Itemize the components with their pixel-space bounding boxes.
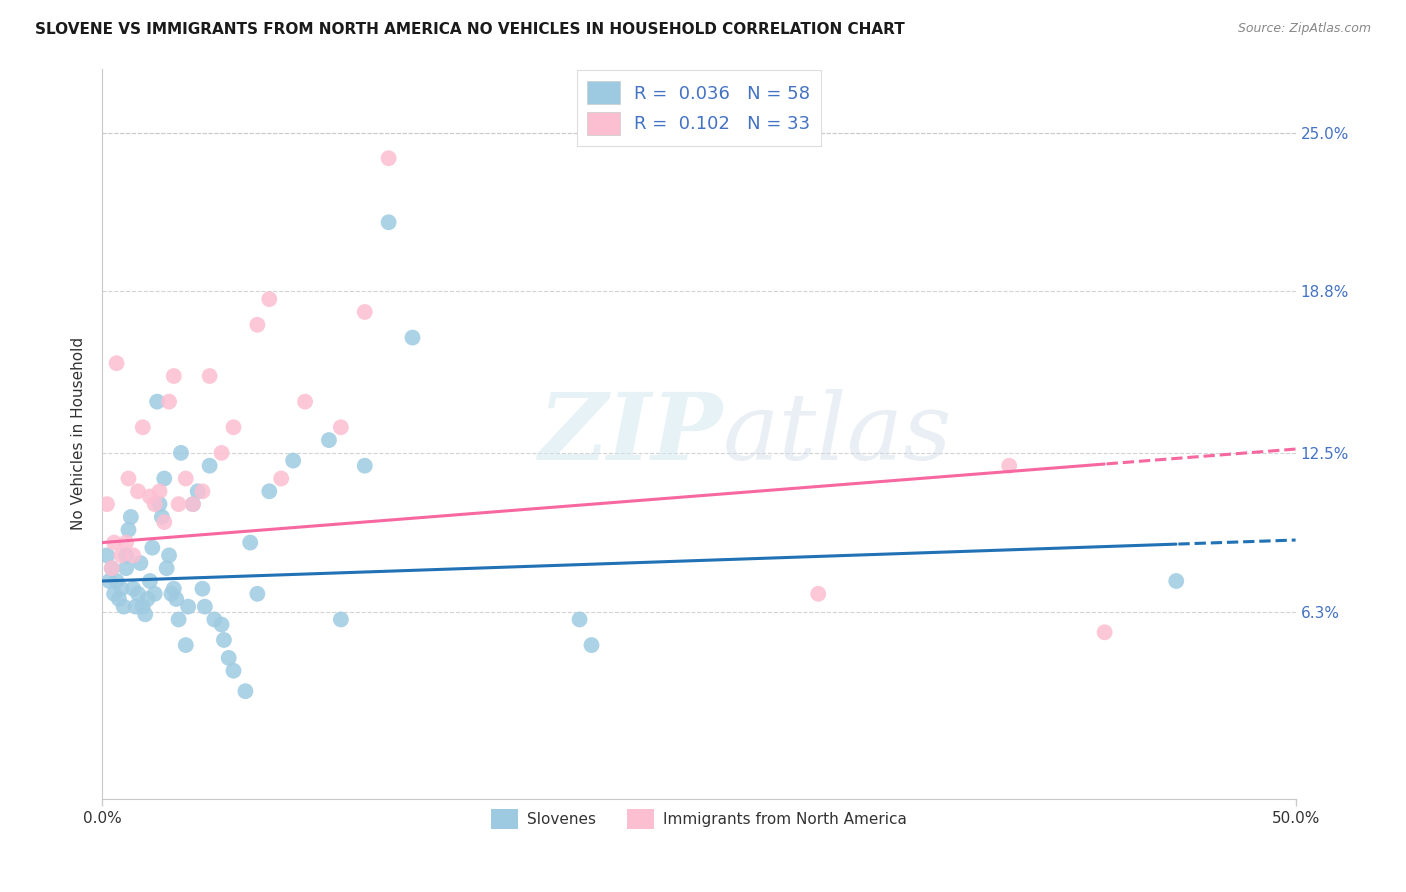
Point	[177, 599, 200, 614]
Point	[143, 587, 166, 601]
Point	[353, 458, 375, 473]
Point	[110, 582, 132, 596]
Point	[124, 599, 146, 614]
Point	[191, 582, 214, 596]
Point	[122, 549, 145, 563]
Point	[401, 330, 423, 344]
Point	[222, 664, 245, 678]
Point	[259, 292, 281, 306]
Point	[235, 684, 257, 698]
Point	[222, 420, 245, 434]
Point	[134, 607, 156, 622]
Y-axis label: No Vehicles in Household: No Vehicles in Household	[72, 337, 86, 530]
Point	[129, 556, 152, 570]
Point	[246, 587, 269, 601]
Point	[136, 591, 159, 606]
Text: Source: ZipAtlas.com: Source: ZipAtlas.com	[1237, 22, 1371, 36]
Point	[283, 453, 305, 467]
Point	[270, 471, 292, 485]
Point	[96, 549, 118, 563]
Point	[181, 497, 204, 511]
Point	[211, 617, 233, 632]
Point	[181, 497, 204, 511]
Point	[163, 369, 186, 384]
Point	[329, 612, 352, 626]
Point	[127, 484, 149, 499]
Point	[117, 523, 139, 537]
Point	[170, 446, 193, 460]
Point	[329, 420, 352, 434]
Point	[108, 591, 131, 606]
Point	[294, 394, 316, 409]
Point	[103, 587, 125, 601]
Point	[318, 433, 340, 447]
Point	[377, 215, 399, 229]
Point	[139, 490, 162, 504]
Point	[139, 574, 162, 588]
Point	[153, 471, 176, 485]
Point	[1166, 574, 1188, 588]
Point	[117, 471, 139, 485]
Point	[100, 561, 122, 575]
Point	[581, 638, 603, 652]
Point	[115, 549, 138, 563]
Point	[141, 541, 163, 555]
Point	[122, 582, 145, 596]
Point	[246, 318, 269, 332]
Point	[174, 638, 197, 652]
Point	[157, 394, 180, 409]
Point	[807, 587, 830, 601]
Point	[148, 484, 170, 499]
Point	[198, 458, 221, 473]
Point	[163, 582, 186, 596]
Point	[115, 561, 138, 575]
Point	[174, 471, 197, 485]
Point	[212, 632, 235, 647]
Point	[112, 599, 135, 614]
Point	[148, 497, 170, 511]
Point	[110, 549, 132, 563]
Point	[150, 510, 173, 524]
Point	[100, 561, 122, 575]
Point	[198, 369, 221, 384]
Point	[153, 515, 176, 529]
Point	[1094, 625, 1116, 640]
Point	[132, 420, 155, 434]
Point	[259, 484, 281, 499]
Point	[115, 535, 138, 549]
Point	[211, 446, 233, 460]
Point	[96, 497, 118, 511]
Point	[105, 356, 128, 370]
Point	[165, 591, 187, 606]
Point	[132, 599, 155, 614]
Point	[105, 574, 128, 588]
Point	[187, 484, 209, 499]
Point	[160, 587, 183, 601]
Text: SLOVENE VS IMMIGRANTS FROM NORTH AMERICA NO VEHICLES IN HOUSEHOLD CORRELATION CH: SLOVENE VS IMMIGRANTS FROM NORTH AMERICA…	[35, 22, 905, 37]
Point	[194, 599, 217, 614]
Point	[157, 549, 180, 563]
Point	[167, 497, 190, 511]
Point	[98, 574, 121, 588]
Legend: Slovenes, Immigrants from North America: Slovenes, Immigrants from North America	[485, 803, 914, 835]
Point	[120, 510, 142, 524]
Point	[353, 305, 375, 319]
Point	[239, 535, 262, 549]
Point	[568, 612, 591, 626]
Point	[146, 394, 169, 409]
Point	[377, 151, 399, 165]
Point	[202, 612, 225, 626]
Point	[218, 651, 240, 665]
Point	[127, 587, 149, 601]
Point	[103, 535, 125, 549]
Text: ZIP: ZIP	[538, 389, 723, 479]
Point	[191, 484, 214, 499]
Point	[167, 612, 190, 626]
Point	[156, 561, 179, 575]
Text: atlas: atlas	[723, 389, 952, 479]
Point	[143, 497, 166, 511]
Point	[998, 458, 1021, 473]
